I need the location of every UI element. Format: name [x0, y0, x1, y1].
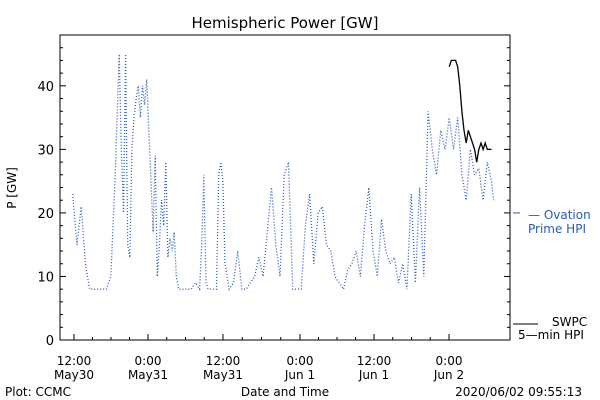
series-ovation-line	[72, 54, 495, 292]
y-tick-label: 40	[37, 80, 54, 95]
plot-credit: Plot: CCMC	[5, 385, 71, 399]
x-tick-label-time: 0:00	[436, 354, 463, 368]
y-tick-label: 30	[37, 143, 54, 158]
series-swpc-line	[448, 59, 492, 163]
legend-swpc-line2: 5—min HPI	[518, 328, 584, 342]
legend-ovation-line2: Prime HPI	[528, 222, 586, 236]
x-tick-label-time: 0:00	[287, 354, 314, 368]
legend-swpc-line1: SWPC	[552, 315, 587, 329]
legend: — Ovation Prime HPI SWPC 5—min HPI	[513, 208, 591, 342]
axis-ticks: 01020304012:00May300:00May3112:00May310:…	[37, 34, 520, 382]
x-tick-label-time: 12:00	[357, 354, 392, 368]
x-tick-label-date: May30	[54, 368, 94, 382]
y-axis-label: P [GW]	[5, 167, 19, 209]
x-tick-label-date: May31	[203, 368, 243, 382]
x-tick-label-date: Jun 1	[284, 368, 315, 382]
x-tick-label-time: 12:00	[57, 354, 92, 368]
series-layer	[72, 54, 495, 292]
plot-timestamp: 2020/06/02 09:55:13	[455, 385, 582, 399]
y-tick-label: 10	[37, 270, 54, 285]
y-tick-label: 20	[37, 207, 54, 222]
x-tick-label-date: Jun 2	[433, 368, 464, 382]
x-tick-label-date: Jun 1	[358, 368, 389, 382]
chart-title: Hemispheric Power [GW]	[192, 14, 379, 32]
plot-frame	[59, 34, 511, 341]
x-tick-label-time: 12:00	[206, 354, 241, 368]
x-axis-label: Date and Time	[241, 385, 329, 399]
legend-ovation-line1: — Ovation	[528, 208, 591, 222]
x-tick-label-date: May31	[128, 368, 168, 382]
y-tick-label: 0	[46, 334, 54, 349]
x-tick-label-time: 0:00	[135, 354, 162, 368]
